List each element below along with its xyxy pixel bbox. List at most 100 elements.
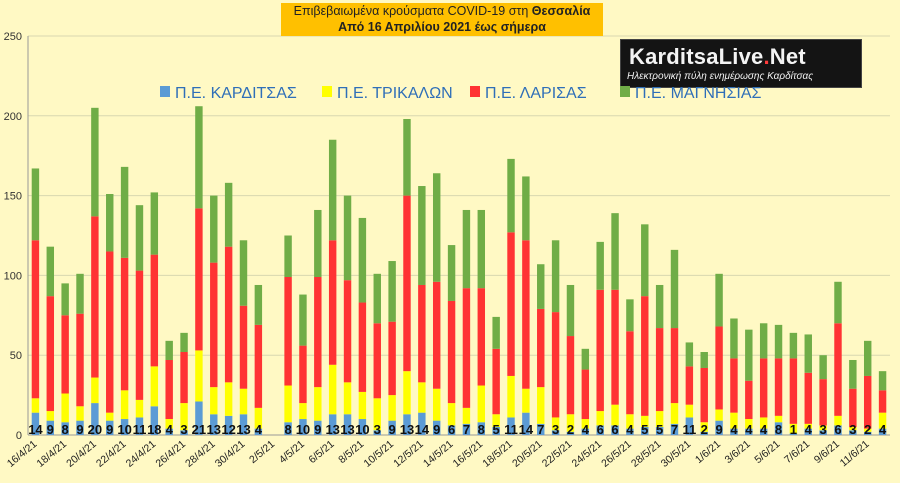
bar-magnisia <box>700 352 708 368</box>
x-tick-label: 3/6/21 <box>723 438 753 466</box>
bar-magnisia <box>834 281 842 324</box>
bar-magnisia <box>314 209 322 277</box>
bar-larisa <box>180 352 188 404</box>
bar-magnisia <box>106 194 114 252</box>
bar-trikala <box>551 417 560 431</box>
bar-karditsa <box>477 422 486 435</box>
bar-karditsa <box>849 430 857 435</box>
bar-magnisia <box>730 318 738 359</box>
data-label-karditsa: 4 <box>760 422 768 437</box>
legend-swatch-karditsa <box>160 86 170 98</box>
data-label-karditsa: 4 <box>626 422 634 437</box>
x-tick-label: 16/5/21 <box>451 438 486 470</box>
data-label-karditsa: 14 <box>415 422 430 437</box>
bar-karditsa <box>299 419 307 435</box>
bar-larisa <box>328 240 337 365</box>
bar-karditsa <box>670 423 679 435</box>
bar-larisa <box>284 276 292 386</box>
bar-larisa <box>418 284 426 383</box>
bar-karditsa <box>789 433 798 435</box>
bar-trikala <box>447 403 456 426</box>
bar-karditsa <box>745 428 753 435</box>
bar-magnisia <box>91 107 99 217</box>
bar-larisa <box>76 313 84 407</box>
logo-wordmark: KarditsaLive.Net <box>629 44 806 70</box>
bar-magnisia <box>299 294 307 346</box>
bar-trikala <box>462 407 471 424</box>
chart-subtitle: Από 16 Απριλίου 2021 έως σήμερα <box>338 20 546 34</box>
data-label-karditsa: 14 <box>28 422 43 437</box>
data-label-karditsa: 7 <box>463 422 470 437</box>
bar-magnisia <box>715 273 723 327</box>
bar-karditsa <box>358 419 367 435</box>
legend-label-larisa: Π.Ε. ΛΑΡΙΣΑΣ <box>485 85 587 102</box>
bar-magnisia <box>492 316 500 349</box>
bar-karditsa <box>165 428 173 435</box>
bar-magnisia <box>804 334 812 373</box>
bar-larisa <box>492 348 500 415</box>
bar-larisa <box>120 257 129 391</box>
data-label-karditsa: 13 <box>207 422 221 437</box>
bar-karditsa <box>626 428 634 435</box>
bar-trikala <box>299 403 307 420</box>
bar-magnisia <box>626 299 634 332</box>
data-label-karditsa: 14 <box>519 422 534 437</box>
bar-magnisia <box>254 284 263 325</box>
bar-larisa <box>150 254 159 367</box>
x-tick-label: 9/6/21 <box>812 438 842 466</box>
data-label-karditsa: 8 <box>478 422 485 437</box>
data-label-karditsa: 5 <box>656 422 663 437</box>
bar-magnisia <box>120 166 129 258</box>
data-label-karditsa: 10 <box>355 422 369 437</box>
bar-larisa <box>388 321 396 396</box>
bar-magnisia <box>165 340 173 360</box>
bar-magnisia <box>566 284 575 337</box>
data-label-karditsa: 7 <box>671 422 678 437</box>
bar-trikala <box>834 415 842 426</box>
bar-karditsa <box>328 414 337 435</box>
bar-larisa <box>254 324 263 408</box>
bar-magnisia <box>76 273 84 314</box>
bar-larisa <box>522 240 530 389</box>
x-tick-label: 2/5/21 <box>247 438 277 466</box>
bar-magnisia <box>462 209 471 289</box>
bar-karditsa <box>150 406 159 435</box>
bar-trikala <box>789 423 798 434</box>
data-label-karditsa: 5 <box>641 422 648 437</box>
bar-larisa <box>447 300 456 404</box>
legend-swatch-magnisia <box>620 86 630 98</box>
bar-trikala <box>522 388 530 413</box>
bar-larisa <box>804 372 812 424</box>
bar-magnisia <box>343 195 352 281</box>
bar-karditsa <box>46 420 55 435</box>
bar-magnisia <box>150 192 159 255</box>
bar-trikala <box>239 388 248 415</box>
bar-karditsa <box>418 412 426 435</box>
x-tick-label: 22/5/21 <box>540 438 575 470</box>
bar-magnisia <box>759 323 768 359</box>
data-label-karditsa: 9 <box>106 422 113 437</box>
legend-swatch-trikala <box>322 86 332 98</box>
bar-trikala <box>537 387 545 424</box>
bar-magnisia <box>477 209 486 289</box>
data-label-karditsa: 7 <box>537 422 544 437</box>
bar-magnisia <box>180 332 188 353</box>
data-label-karditsa: 3 <box>552 422 559 437</box>
bar-larisa <box>373 323 381 399</box>
bar-karditsa <box>551 430 560 435</box>
bar-larisa <box>670 328 679 404</box>
bar-magnisia <box>388 261 396 322</box>
bar-magnisia <box>403 118 411 196</box>
x-tick-label: 28/4/21 <box>183 438 218 470</box>
bar-larisa <box>477 288 486 386</box>
bar-magnisia <box>224 182 233 247</box>
x-tick-label: 14/5/21 <box>421 438 456 470</box>
legend-label-trikala: Π.Ε. ΤΡΙΚΑΛΩΝ <box>337 85 453 102</box>
logo-brand-tld: Net <box>769 44 806 69</box>
bar-trikala <box>670 403 679 424</box>
data-label-karditsa: 3 <box>820 422 827 437</box>
chart-legend: Π.Ε. ΚΑΡΔΙΤΣΑΣ Π.Ε. ΤΡΙΚΑΛΩΝ Π.Ε. ΛΑΡΙΣΑ… <box>160 85 780 105</box>
bar-trikala <box>507 375 515 418</box>
bar-magnisia <box>328 139 337 241</box>
